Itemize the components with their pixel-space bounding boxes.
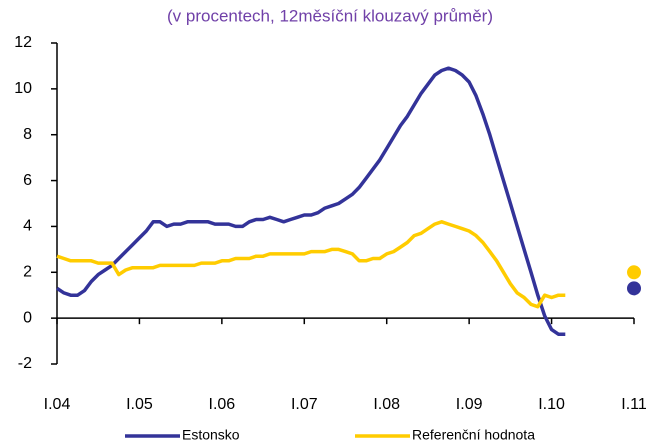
legend-label: Estonsko xyxy=(182,427,240,443)
legend-label: Referenční hodnota xyxy=(412,427,535,443)
y-tick-label: 4 xyxy=(23,218,32,235)
series-line xyxy=(56,66,566,336)
series-line xyxy=(56,220,566,309)
chart-title: (v procentech, 12měsíční klouzavý průměr… xyxy=(167,6,493,25)
y-tick-label: 6 xyxy=(23,172,32,189)
x-tick-label: I.11 xyxy=(621,396,647,413)
x-tick-label: I.07 xyxy=(291,396,318,413)
y-tick-label: 8 xyxy=(23,126,32,143)
y-tick-label: -2 xyxy=(18,355,32,372)
y-tick-label: 10 xyxy=(14,80,32,97)
x-tick-label: I.05 xyxy=(126,396,153,413)
y-tick-label: 12 xyxy=(14,34,32,51)
y-tick-label: 0 xyxy=(23,309,32,326)
x-tick-label: I.10 xyxy=(538,396,565,413)
x-tick-label: I.08 xyxy=(373,396,400,413)
y-tick-label: 2 xyxy=(23,264,32,281)
point xyxy=(627,281,641,296)
x-tick-label: I.04 xyxy=(44,396,71,413)
x-tick-label: I.06 xyxy=(209,396,236,413)
x-tick-label: I.09 xyxy=(456,396,483,413)
point xyxy=(627,265,641,280)
